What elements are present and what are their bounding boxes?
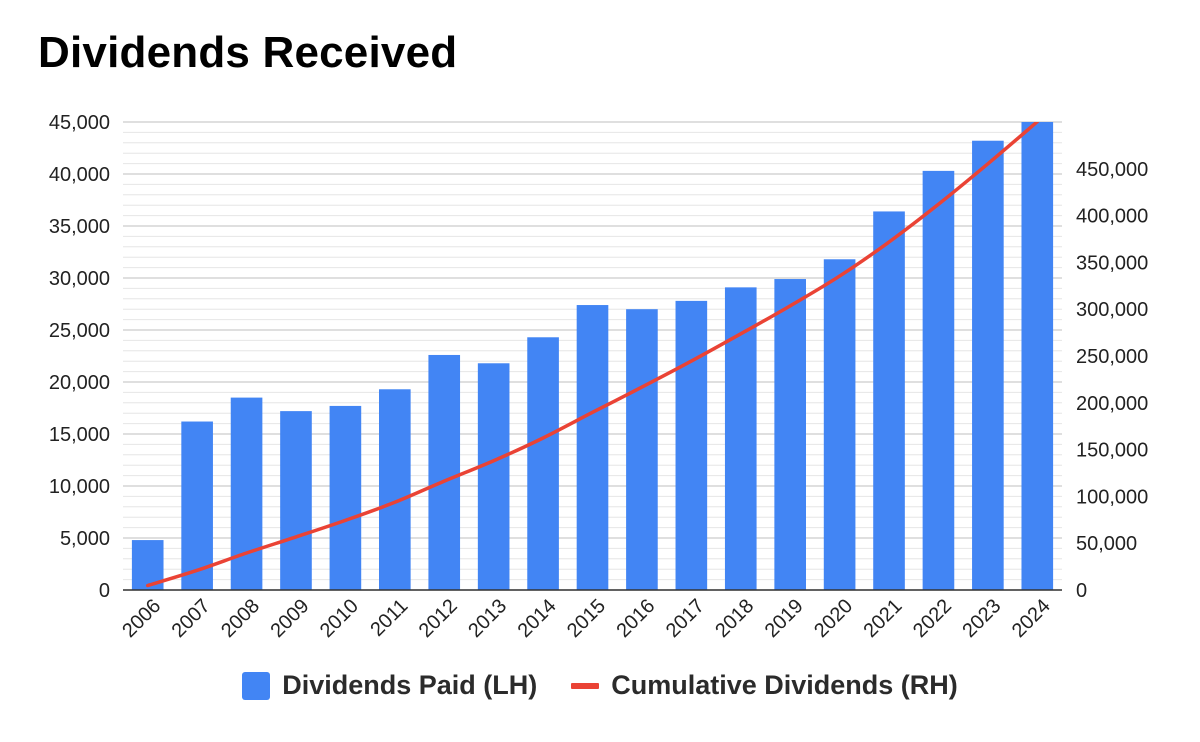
bar-dividends-paid (1021, 122, 1054, 590)
bar-dividends-paid (774, 279, 806, 590)
right-axis-tick-label: 200,000 (1076, 393, 1148, 415)
bar-dividends-paid (329, 405, 362, 590)
bar-series (131, 122, 1054, 590)
chart-title: Dividends Received (38, 28, 458, 77)
left-axis-tick-label: 45,000 (49, 112, 110, 134)
x-axis-tick-label: 2007 (168, 595, 215, 642)
right-axis-tick-label: 250,000 (1076, 346, 1148, 368)
bar-dividends-paid (280, 411, 312, 590)
x-axis-tick-label: 2010 (316, 595, 363, 642)
x-axis-tick-label: 2019 (761, 595, 808, 642)
bar-dividends-paid (230, 397, 263, 590)
right-axis-tick-label: 50,000 (1076, 533, 1137, 555)
right-axis-tick-label: 150,000 (1076, 440, 1148, 462)
bar-dividends-paid (576, 305, 609, 590)
x-axis-tick-label: 2020 (810, 595, 857, 642)
x-axis-tick-label: 2013 (464, 595, 511, 642)
left-axis-tick-label: 25,000 (49, 320, 110, 342)
x-axis-tick-label: 2018 (711, 595, 758, 642)
left-axis-tick-label: 35,000 (49, 216, 110, 238)
x-axis-tick-label: 2008 (217, 595, 264, 642)
legend-label-cumulative-dividends: Cumulative Dividends (RH) (611, 670, 958, 700)
left-axis-tick-label: 0 (99, 580, 110, 602)
bar-dividends-paid (823, 259, 856, 590)
x-axis-tick-label: 2023 (958, 595, 1005, 642)
right-axis-tick-label: 300,000 (1076, 299, 1148, 321)
x-axis-tick-label: 2017 (662, 595, 709, 642)
x-axis-tick-label: 2024 (1008, 595, 1055, 642)
left-axis-tick-label: 20,000 (49, 372, 110, 394)
bar-dividends-paid (527, 337, 559, 590)
left-axis-tick-label: 40,000 (49, 164, 110, 186)
right-axis-tick-label: 100,000 (1076, 486, 1148, 508)
left-axis-tick-label: 15,000 (49, 424, 110, 446)
line-cumulative-dividends (145, 122, 1040, 588)
right-axis-tick-label: 350,000 (1076, 252, 1148, 274)
bar-dividends-paid (626, 309, 658, 590)
x-axis-tick-label: 2009 (266, 595, 313, 642)
legend-label-dividends-paid: Dividends Paid (LH) (282, 670, 538, 700)
bar-dividends-paid (675, 300, 708, 590)
x-axis-tick-label: 2016 (612, 595, 659, 642)
bar-dividends-paid (181, 421, 213, 590)
x-axis-tick-label: 2014 (514, 595, 561, 642)
legend-item-dividends-paid: Dividends Paid (LH) (242, 670, 537, 701)
legend-item-cumulative-dividends: Cumulative Dividends (RH) (571, 670, 958, 701)
x-axis-tick-label: 2022 (909, 595, 956, 642)
bar-dividends-paid (379, 389, 411, 590)
x-axis-tick-label: 2015 (563, 595, 610, 642)
right-axis-tick-label: 400,000 (1076, 206, 1148, 228)
left-axis-tick-label: 30,000 (49, 268, 110, 290)
x-axis-tick-label: 2021 (860, 595, 907, 642)
bar-dividends-paid (972, 140, 1004, 590)
left-axis-tick-label: 5,000 (60, 528, 110, 550)
line-series (145, 122, 1040, 588)
right-axis-tick-label: 450,000 (1076, 159, 1148, 181)
left-axis-tick-label: 10,000 (49, 476, 110, 498)
bar-dividends-paid (922, 170, 955, 590)
bar-dividends-paid (873, 211, 905, 590)
bar-dividends-paid (428, 354, 461, 590)
x-axis-tick-label: 2012 (415, 595, 462, 642)
x-axis-tick-label: 2006 (118, 595, 165, 642)
x-axis-tick-label: 2011 (366, 595, 412, 641)
legend-bar-swatch-icon (242, 671, 271, 700)
bar-dividends-paid (477, 363, 510, 590)
legend: Dividends Paid (LH) Cumulative Dividends… (0, 670, 1200, 701)
right-axis-tick-label: 0 (1076, 580, 1087, 602)
legend-line-swatch-icon (571, 682, 600, 689)
